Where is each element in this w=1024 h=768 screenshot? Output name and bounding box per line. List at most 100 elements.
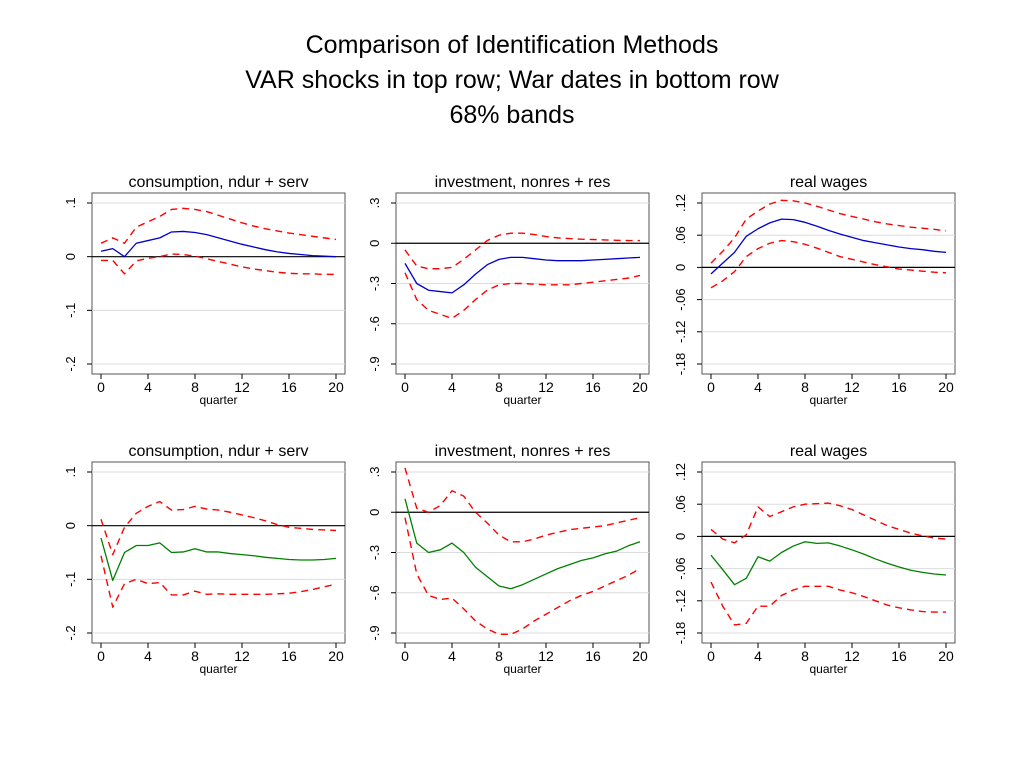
x-tick-label: 4 bbox=[448, 648, 456, 664]
x-tick-label: 4 bbox=[144, 648, 152, 664]
y-tick-label: -.6 bbox=[367, 585, 382, 600]
x-tick-label: 0 bbox=[401, 648, 409, 664]
y-tick-label: -.06 bbox=[673, 557, 688, 579]
x-axis-label: quarter bbox=[503, 662, 541, 676]
x-tick-label: 16 bbox=[891, 379, 907, 395]
x-tick-label: 12 bbox=[234, 648, 250, 664]
y-tick-label: -.2 bbox=[63, 625, 78, 640]
response-line bbox=[404, 498, 641, 590]
y-tick-label: .1 bbox=[63, 198, 78, 209]
x-tick-label: 16 bbox=[585, 648, 601, 664]
response-line bbox=[100, 230, 337, 258]
y-tick-label: -.9 bbox=[367, 356, 382, 371]
panel-6: real wages -.18 -.12 -.06 0 .06 .12 0 4 8 12 16 20 qu… bbox=[673, 443, 956, 676]
plot-frame bbox=[701, 192, 956, 375]
y-tick-label: .06 bbox=[673, 495, 688, 513]
band-lower-line bbox=[404, 517, 641, 636]
x-tick-label: 8 bbox=[495, 648, 503, 664]
response-line bbox=[100, 537, 337, 582]
panel-4: consumption, ndur + serv -.2 -.1 0 .1 0 4 8 12 16… bbox=[63, 443, 346, 676]
y-tick-label: -.6 bbox=[367, 316, 382, 331]
y-tick-label: .12 bbox=[673, 463, 688, 481]
y-tick-label: 0 bbox=[63, 253, 78, 260]
x-tick-label: 4 bbox=[448, 379, 456, 395]
x-tick-label: 0 bbox=[97, 648, 105, 664]
band-lower-line bbox=[101, 253, 336, 276]
panel-title: real wages bbox=[790, 443, 867, 460]
x-axis-label: quarter bbox=[809, 662, 847, 676]
x-axis-label: quarter bbox=[199, 393, 237, 407]
y-tick-label: -.18 bbox=[673, 622, 688, 644]
response-line bbox=[404, 256, 641, 294]
x-tick-label: 8 bbox=[191, 648, 199, 664]
response-line bbox=[710, 541, 947, 586]
x-tick-label: 0 bbox=[97, 379, 105, 395]
x-tick-label: 16 bbox=[891, 648, 907, 664]
x-tick-label: 8 bbox=[801, 648, 809, 664]
band-lower-line bbox=[100, 555, 337, 608]
panel-title: consumption, ndur + serv bbox=[128, 443, 308, 460]
y-tick-label: 0 bbox=[367, 509, 382, 516]
x-tick-label: 12 bbox=[538, 648, 554, 664]
y-tick-label: 0 bbox=[63, 522, 78, 529]
x-tick-label: 20 bbox=[938, 648, 954, 664]
figure-title: Comparison of Identification Methods VAR… bbox=[0, 28, 1024, 133]
panel-3: real wages -.18 -.12 -.06 0 .06 .12 0 4 8 12 16 20 qu… bbox=[673, 174, 956, 407]
x-tick-label: 0 bbox=[707, 379, 715, 395]
y-tick-label: .3 bbox=[367, 467, 382, 478]
y-tick-label: 0 bbox=[367, 240, 382, 247]
y-tick-label: .06 bbox=[673, 226, 688, 244]
band-upper-line bbox=[404, 467, 641, 543]
x-tick-label: 8 bbox=[495, 379, 503, 395]
panel-title: investment, nonres + res bbox=[435, 443, 611, 460]
panel-title: investment, nonres + res bbox=[435, 174, 611, 191]
y-tick-label: 0 bbox=[673, 533, 688, 540]
y-tick-label: .1 bbox=[63, 467, 78, 478]
y-tick-label: .3 bbox=[367, 198, 382, 209]
y-tick-label: -.3 bbox=[367, 545, 382, 560]
x-axis-label: quarter bbox=[809, 393, 847, 407]
x-tick-label: 20 bbox=[938, 379, 954, 395]
figure-title-line-1: Comparison of Identification Methods bbox=[305, 31, 719, 59]
x-tick-label: 20 bbox=[632, 379, 648, 395]
plot-frame bbox=[91, 461, 346, 644]
band-lower-line bbox=[710, 239, 947, 289]
panel-title: consumption, ndur + serv bbox=[128, 174, 308, 191]
band-upper-line bbox=[710, 502, 947, 544]
x-tick-label: 16 bbox=[281, 379, 297, 395]
figure-title-line-3: 68% bands bbox=[449, 101, 575, 129]
panel-title: real wages bbox=[790, 174, 867, 191]
y-tick-label: 0 bbox=[673, 264, 688, 271]
band-upper-line bbox=[100, 207, 337, 244]
band-lower-line bbox=[404, 272, 641, 320]
x-tick-label: 8 bbox=[191, 379, 199, 395]
y-tick-label: -.12 bbox=[673, 590, 688, 612]
band-upper-line bbox=[100, 500, 337, 556]
figure-title-line-2: VAR shocks in top row; War dates in bott… bbox=[245, 66, 779, 94]
x-tick-label: 4 bbox=[754, 379, 762, 395]
y-tick-label: -.1 bbox=[63, 572, 78, 587]
y-tick-label: .12 bbox=[673, 194, 688, 212]
x-axis-label: quarter bbox=[199, 662, 237, 676]
band-lower-line bbox=[710, 581, 946, 626]
x-tick-label: 12 bbox=[234, 379, 250, 395]
x-axis-label: quarter bbox=[503, 393, 541, 407]
y-tick-label: -.3 bbox=[367, 276, 382, 291]
x-tick-label: 20 bbox=[328, 648, 344, 664]
x-tick-label: 8 bbox=[801, 379, 809, 395]
x-tick-label: 4 bbox=[144, 379, 152, 395]
band-upper-line bbox=[710, 199, 947, 264]
y-tick-label: -.06 bbox=[673, 288, 688, 310]
band-upper-line bbox=[404, 232, 640, 270]
plot-frame bbox=[91, 192, 346, 375]
response-line bbox=[710, 218, 947, 275]
x-tick-label: 16 bbox=[281, 648, 297, 664]
plot-frame bbox=[701, 461, 956, 644]
panel-2: investment, nonres + res -.9 -.6 -.3 0 .3 0 4 8 1… bbox=[367, 174, 650, 407]
y-tick-label: -.18 bbox=[673, 353, 688, 375]
x-tick-label: 20 bbox=[632, 648, 648, 664]
x-tick-label: 4 bbox=[754, 648, 762, 664]
y-tick-label: -.12 bbox=[673, 321, 688, 343]
x-tick-label: 0 bbox=[401, 379, 409, 395]
